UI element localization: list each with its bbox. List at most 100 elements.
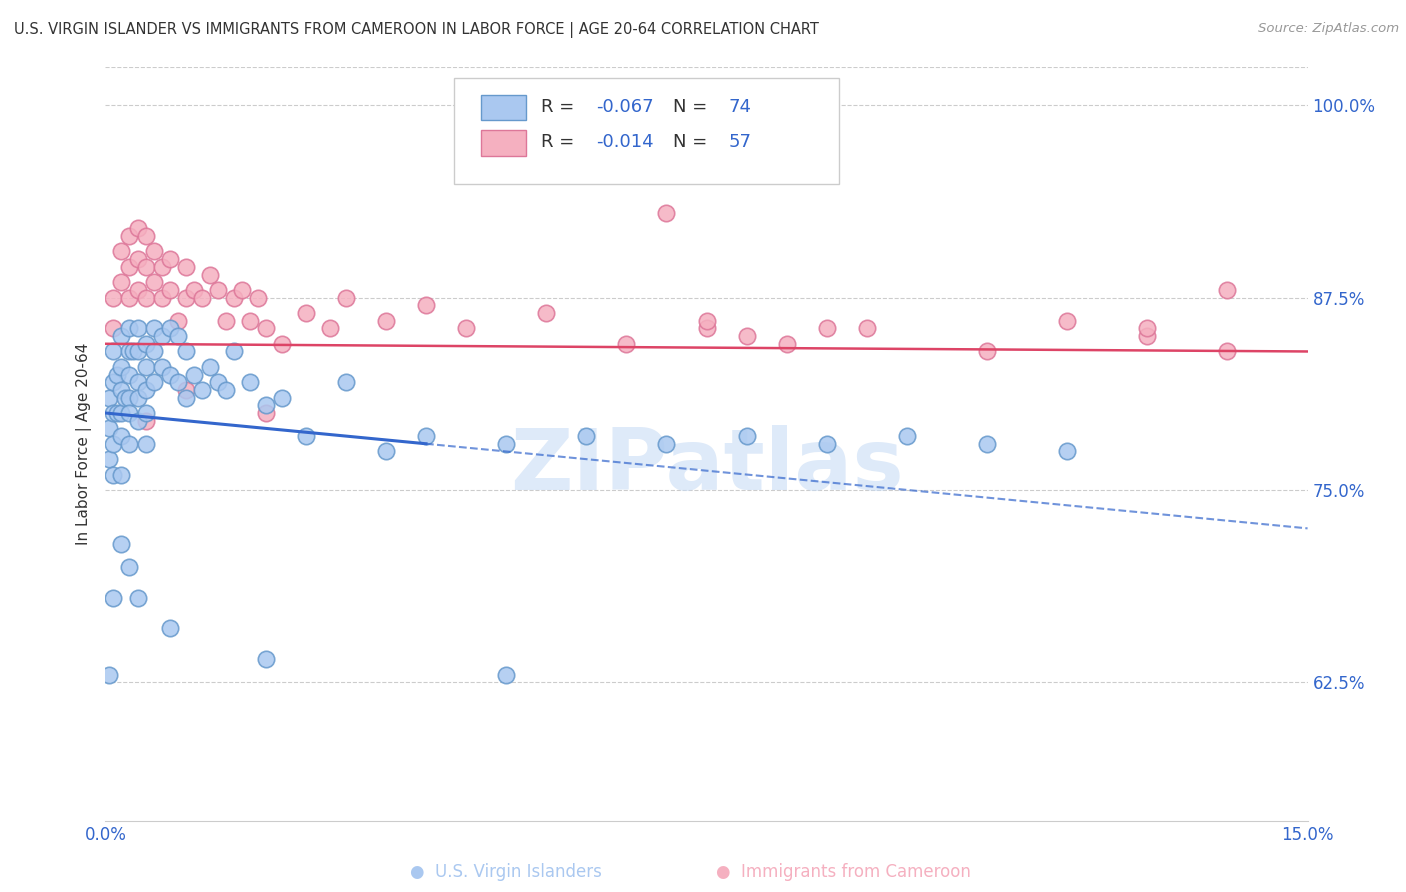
Point (222, 344, 245, 359)
Point (118, 229, 141, 244)
Point (495, 667, 517, 681)
Point (118, 291, 141, 305)
Point (159, 252, 181, 267)
Point (616, 336, 638, 351)
Text: R =: R = (541, 98, 579, 116)
Point (103, 467, 125, 482)
Point (118, 321, 141, 335)
Point (110, 383, 132, 397)
Point (415, 298, 437, 312)
Point (103, 291, 125, 305)
Text: N =: N = (673, 133, 713, 152)
Point (166, 376, 188, 390)
Point (118, 344, 141, 359)
Point (815, 436, 838, 450)
Point (1216, 344, 1239, 359)
Point (776, 336, 799, 351)
Point (110, 244, 132, 259)
Point (142, 244, 165, 259)
Point (495, 436, 517, 450)
Point (135, 406, 157, 420)
Point (254, 652, 277, 666)
Point (127, 344, 149, 359)
Point (207, 283, 229, 297)
Point (114, 391, 136, 405)
Point (127, 321, 149, 335)
Point (1216, 283, 1239, 297)
Point (655, 206, 678, 220)
Point (127, 376, 149, 390)
Point (118, 368, 141, 382)
Point (103, 344, 125, 359)
Point (976, 344, 998, 359)
Point (190, 291, 212, 305)
Point (118, 391, 141, 405)
Point (575, 429, 598, 443)
Point (239, 314, 262, 328)
Point (166, 329, 188, 343)
Point (142, 376, 165, 390)
Point (127, 391, 149, 405)
Point (103, 321, 125, 335)
Point (319, 321, 342, 335)
Point (142, 344, 165, 359)
Y-axis label: In Labor Force | Age 20-64: In Labor Force | Age 20-64 (76, 343, 93, 545)
Point (735, 329, 758, 343)
Point (150, 359, 173, 374)
Point (1136, 321, 1159, 335)
Point (150, 260, 173, 274)
Point (815, 321, 838, 335)
Point (135, 383, 157, 397)
Point (142, 321, 165, 335)
Point (534, 306, 557, 320)
Bar (481, 95, 526, 120)
Text: ●  U.S. Virgin Islanders: ● U.S. Virgin Islanders (411, 863, 602, 881)
Point (198, 268, 221, 282)
Point (98, 391, 121, 405)
Text: ZIPatlas: ZIPatlas (509, 425, 904, 508)
Point (150, 291, 173, 305)
Point (696, 314, 718, 328)
Point (135, 336, 157, 351)
Point (174, 291, 197, 305)
Point (198, 359, 221, 374)
Point (239, 376, 262, 390)
FancyBboxPatch shape (454, 78, 839, 184)
Point (127, 252, 149, 267)
Text: R =: R = (541, 133, 579, 152)
Point (655, 436, 678, 450)
Point (254, 321, 277, 335)
Text: ●  Immigrants from Cameroon: ● Immigrants from Cameroon (716, 863, 972, 881)
Point (135, 229, 157, 244)
Point (110, 329, 132, 343)
Point (374, 314, 398, 328)
Point (246, 291, 269, 305)
Text: -0.067: -0.067 (596, 98, 654, 116)
Point (214, 383, 236, 397)
Point (214, 314, 236, 328)
Point (976, 436, 998, 450)
Point (415, 429, 437, 443)
Point (183, 368, 205, 382)
Point (103, 591, 125, 605)
Point (159, 368, 181, 382)
Point (110, 537, 132, 551)
Point (174, 383, 197, 397)
Point (896, 429, 918, 443)
Point (118, 406, 141, 420)
Point (1136, 329, 1159, 343)
Point (1056, 444, 1078, 458)
Point (374, 444, 398, 458)
Point (127, 221, 149, 235)
Point (454, 321, 477, 335)
Point (190, 383, 212, 397)
Point (207, 376, 229, 390)
Text: N =: N = (673, 98, 713, 116)
Point (103, 406, 125, 420)
Point (855, 321, 877, 335)
Text: Source: ZipAtlas.com: Source: ZipAtlas.com (1258, 22, 1399, 36)
Text: 57: 57 (728, 133, 751, 152)
Point (254, 398, 277, 412)
Point (98, 452, 121, 467)
Bar (481, 130, 526, 156)
